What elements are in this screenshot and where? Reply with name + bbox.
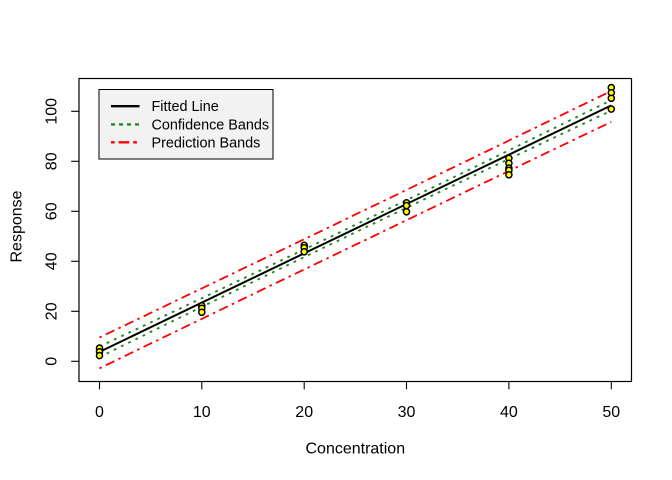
svg-text:Response: Response	[9, 190, 26, 262]
svg-text:60: 60	[44, 202, 61, 220]
svg-text:Prediction Bands: Prediction Bands	[152, 135, 261, 151]
svg-text:30: 30	[398, 404, 416, 421]
svg-text:10: 10	[193, 404, 211, 421]
svg-text:0: 0	[44, 357, 61, 366]
svg-text:Concentration: Concentration	[305, 441, 405, 458]
svg-text:100: 100	[44, 98, 61, 125]
svg-text:50: 50	[602, 404, 620, 421]
svg-text:40: 40	[44, 252, 61, 270]
svg-text:80: 80	[44, 152, 61, 170]
svg-text:40: 40	[500, 404, 518, 421]
svg-text:Confidence Bands: Confidence Bands	[152, 117, 270, 133]
svg-text:0: 0	[95, 404, 104, 421]
svg-text:Fitted Line: Fitted Line	[152, 99, 219, 115]
svg-text:20: 20	[295, 404, 313, 421]
svg-text:20: 20	[44, 302, 61, 320]
